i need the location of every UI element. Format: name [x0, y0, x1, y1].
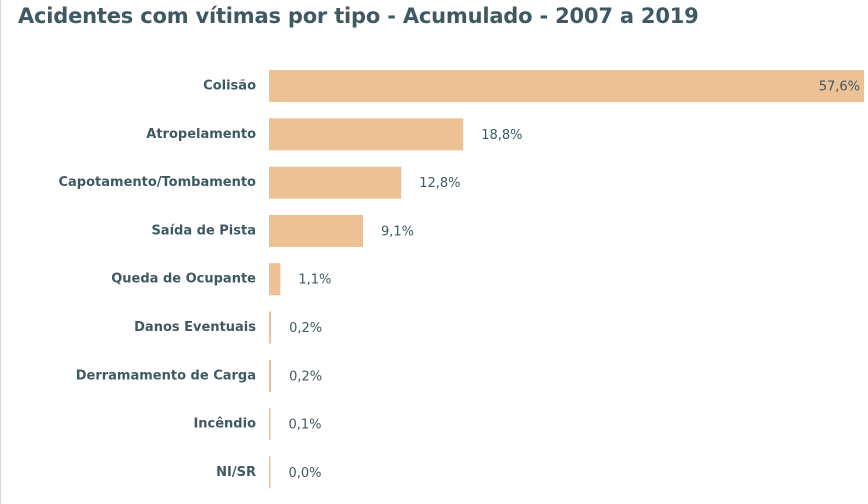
chart-title: Acidentes com vítimas por tipo - Acumula…	[18, 4, 699, 28]
data-label: 12,8%	[419, 176, 460, 191]
bar[interactable]	[269, 70, 864, 102]
category-label: Capotamento/Tombamento	[58, 175, 256, 190]
category-label: Derramamento de Carga	[76, 368, 256, 383]
data-label: 0,1%	[289, 418, 322, 433]
data-label: 1,1%	[298, 273, 331, 288]
data-label: 18,8%	[481, 128, 522, 143]
bar[interactable]	[269, 118, 464, 151]
category-label: Saída de Pista	[151, 223, 256, 238]
bar[interactable]	[269, 456, 271, 489]
data-label: 0,2%	[289, 369, 322, 384]
bar[interactable]	[269, 311, 272, 344]
data-label: 57,6%	[819, 80, 860, 95]
category-label: Incêndio	[193, 417, 256, 432]
category-label: Queda de Ocupante	[111, 272, 256, 287]
category-label: NI/SR	[216, 465, 256, 480]
data-label: 9,1%	[381, 224, 414, 239]
bar[interactable]	[269, 263, 281, 296]
bar[interactable]	[269, 359, 272, 392]
category-label: Danos Eventuais	[134, 320, 256, 335]
bar[interactable]	[269, 214, 364, 247]
data-label: 0,2%	[289, 321, 322, 336]
data-label: 0,0%	[289, 466, 322, 481]
category-label: Colisão	[203, 79, 256, 94]
bar[interactable]	[269, 408, 271, 441]
category-label: Atropelamento	[146, 127, 256, 142]
bar[interactable]	[269, 166, 402, 199]
